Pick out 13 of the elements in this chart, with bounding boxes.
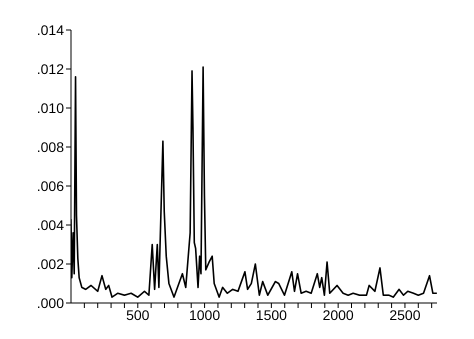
y-tick-label: .014 [36,22,64,38]
x-tick-label: 2500 [389,306,421,323]
x-tick-label: 1000 [189,306,220,323]
y-tick-label: .010 [36,100,64,116]
x-tick-label: 500 [126,306,150,323]
x-tick-label: 2000 [322,306,354,323]
y-tick-label: .000 [36,294,64,311]
y-tick-label: .006 [36,178,64,194]
x-tick-label: 1500 [256,306,288,323]
y-tick-label: .004 [36,216,64,233]
y-tick-label: .008 [36,138,64,155]
y-tick-label: .002 [36,256,64,272]
y-tick-label: .012 [36,60,64,77]
